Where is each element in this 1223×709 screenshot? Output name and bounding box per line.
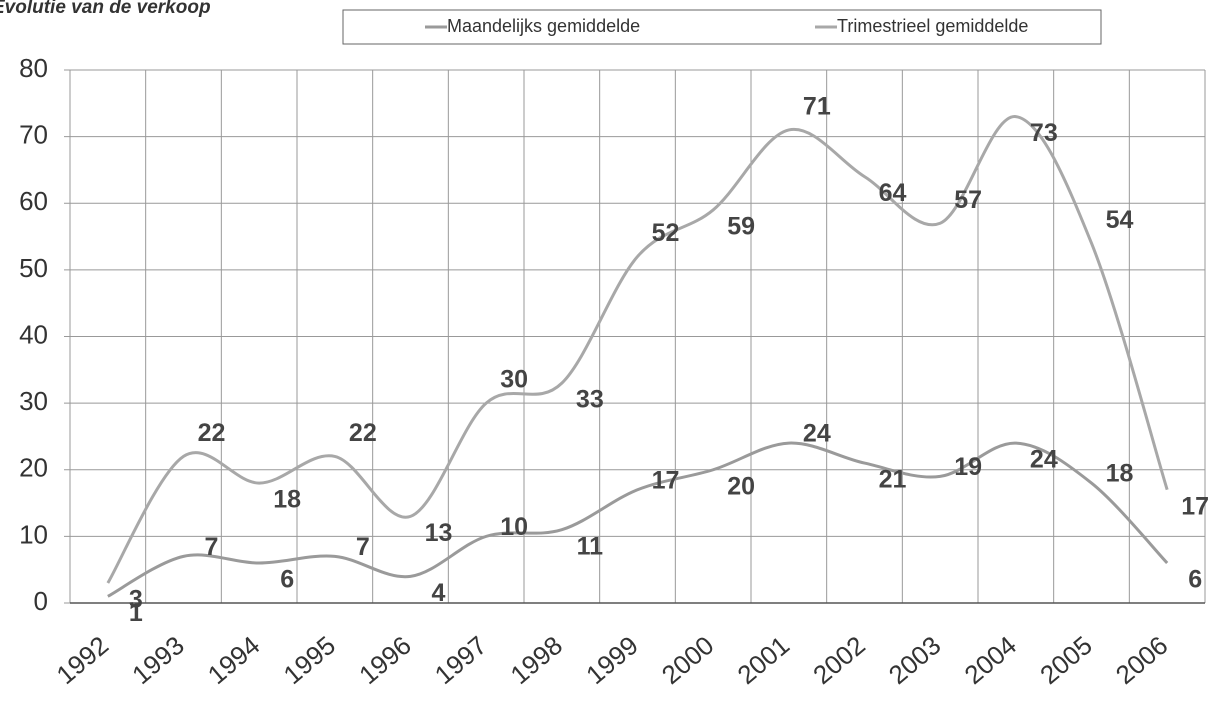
series-line: [107, 441, 1169, 598]
x-tick-label: 2001: [732, 630, 796, 690]
x-tick-label: 1993: [126, 630, 190, 690]
data-label: 21: [879, 466, 907, 494]
data-label: 30: [500, 366, 528, 394]
data-label: 33: [576, 386, 604, 414]
x-tick-label: 1995: [278, 630, 342, 690]
data-label: 7: [356, 533, 370, 561]
x-tick-label: 2004: [959, 630, 1023, 690]
data-label: 73: [1030, 119, 1058, 147]
data-label: 20: [727, 472, 755, 500]
legend-label: Maandelijks gemiddelde: [447, 16, 640, 36]
data-label: 11: [577, 532, 604, 560]
data-label: 22: [198, 419, 226, 447]
y-tick-label: 20: [19, 453, 48, 483]
data-label: 18: [1106, 460, 1134, 488]
data-label: 59: [727, 213, 755, 241]
data-label: 4: [432, 579, 446, 607]
y-tick-label: 10: [19, 519, 48, 549]
data-label: 18: [273, 486, 301, 514]
data-label: 10: [500, 513, 528, 541]
series-line: [106, 115, 1169, 584]
data-label: 64: [879, 179, 907, 207]
x-tick-label: 1992: [51, 630, 115, 690]
data-label: 54: [1106, 206, 1134, 234]
x-tick-label: 1997: [429, 630, 493, 690]
legend-label: Trimestrieel gemiddelde: [837, 16, 1028, 36]
y-tick-label: 0: [34, 586, 48, 616]
x-tick-label: 2000: [656, 630, 720, 690]
x-tick-label: 1998: [505, 630, 569, 690]
data-label: 7: [205, 533, 219, 561]
data-label: 19: [954, 453, 982, 481]
x-tick-label: 2003: [883, 630, 947, 690]
legend-box: [342, 9, 1102, 45]
x-tick-label: 1999: [580, 630, 644, 690]
data-label: 6: [280, 566, 294, 594]
data-label: 17: [652, 466, 680, 494]
y-tick-label: 50: [19, 253, 48, 283]
y-tick-label: 70: [19, 120, 48, 150]
data-label: 6: [1188, 566, 1202, 594]
data-label: 17: [1181, 492, 1209, 520]
data-label: 24: [803, 420, 831, 448]
y-tick-label: 30: [19, 386, 48, 416]
data-label: 13: [425, 519, 453, 547]
y-tick-label: 40: [19, 319, 48, 349]
x-tick-label: 1994: [202, 630, 266, 690]
data-label: 71: [803, 93, 831, 121]
y-tick-label: 80: [19, 53, 48, 83]
x-tick-label: 2006: [1110, 630, 1174, 690]
x-tick-label: 2002: [807, 630, 871, 690]
data-label: 52: [652, 219, 680, 247]
data-label: 57: [954, 186, 982, 214]
x-tick-label: 2005: [1034, 630, 1098, 690]
data-label: 3: [129, 586, 143, 614]
data-label: 22: [349, 419, 377, 447]
x-tick-label: 1996: [353, 630, 417, 690]
data-label: 1: [129, 599, 143, 627]
chart-title: Evolutie van de verkoop: [0, 0, 211, 18]
y-tick-label: 60: [19, 186, 48, 216]
data-label: 24: [1030, 446, 1058, 474]
